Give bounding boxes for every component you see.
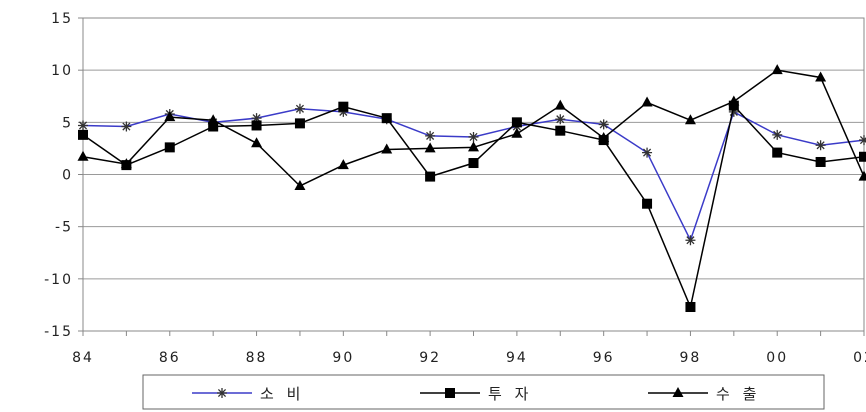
data-point-square [468,158,479,169]
data-point-square [251,120,262,131]
data-point-square [425,171,436,182]
data-point-triangle [684,114,696,125]
data-point-square [164,142,175,153]
y-tick-label: -15 [44,324,73,340]
y-tick-label: 5 [62,115,73,131]
data-point-triangle [424,142,436,153]
y-axis: 15 10 5 0 -5 -10 -15 [44,11,83,340]
data-point-star [425,130,436,141]
data-point-star [598,119,609,130]
x-tick-label: 94 [506,350,528,366]
y-tick-label: -5 [55,220,73,236]
data-point-star [642,147,653,158]
x-tick-label: 96 [593,350,615,366]
data-point-triangle [771,64,783,75]
data-point-star [121,121,132,132]
series-line-triangle [82,69,865,187]
data-point-square [815,156,826,167]
x-tick-label: 90 [332,350,354,366]
data-point-triangle [381,143,393,154]
data-point-square [381,113,392,124]
data-point-triangle [554,99,566,110]
x-tick-label: 86 [159,350,181,366]
data-point-square [859,151,866,162]
data-point-star [728,106,739,117]
data-point-star [251,113,262,124]
data-point-star [294,103,305,114]
data-point-triangle [164,111,176,122]
data-point-star [217,388,227,398]
data-point-star [685,235,696,246]
data-point-square [78,129,88,140]
data-point-triangle [77,150,89,161]
data-point-triangle [337,159,349,170]
data-point-square [445,388,455,398]
data-point-triangle [858,170,866,181]
x-tick-label: 00 [766,350,788,366]
data-point-triangle [207,114,219,125]
x-tick-label: 98 [680,350,702,366]
y-tick-label: 10 [51,63,73,79]
x-tick-label: 02 [853,350,866,366]
data-point-triangle [641,96,653,107]
legend-label: 투 자 [488,385,532,403]
data-point-star [555,114,566,125]
data-point-square [555,125,566,136]
legend-box [142,374,825,410]
data-point-square [511,117,522,128]
data-point-star [78,120,88,131]
data-point-triangle [598,131,610,142]
data-point-triangle [294,179,306,190]
data-point-star [815,140,826,151]
data-point-triangle [120,158,132,169]
legend-label: 소 비 [260,385,304,403]
data-point-square [772,147,783,158]
series-square [78,100,866,313]
data-point-triangle [728,95,740,106]
y-tick-label: 15 [51,11,73,27]
data-point-square [642,198,653,209]
x-axis: 84 86 88 90 92 94 96 98 00 02 [72,331,866,366]
data-point-star [859,135,866,146]
data-point-square [338,101,349,112]
data-point-square [208,121,219,132]
data-point-square [728,100,739,111]
y-tick-label: -10 [44,272,73,288]
data-point-triangle [468,141,479,152]
data-point-square [685,302,696,313]
series-group [77,64,866,313]
data-point-triangle [251,137,263,148]
data-point-square [294,118,305,129]
y-tick-label: 0 [62,168,73,184]
data-point-triangle [815,71,827,82]
data-point-triangle [511,127,523,138]
x-tick-label: 92 [419,350,441,366]
x-tick-label: 88 [246,350,268,366]
series-triangle [77,64,866,190]
grid-lines [83,69,864,280]
x-tick-label: 84 [72,350,94,366]
data-point-star [468,131,479,142]
data-point-triangle [672,387,684,397]
legend-label: 수 출 [716,385,760,403]
data-point-star [338,106,349,117]
data-point-star [772,129,783,140]
